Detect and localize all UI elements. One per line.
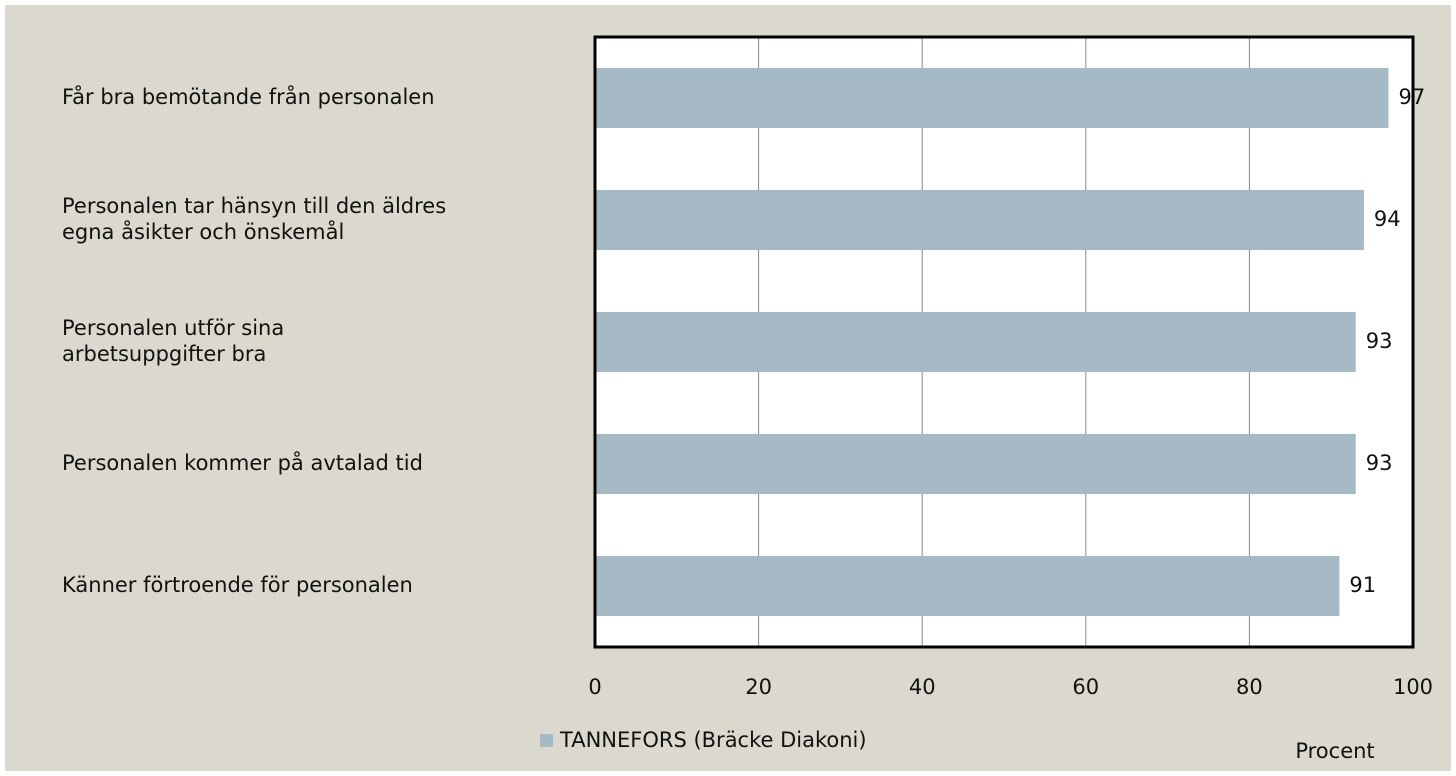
y-tick-label: Får bra bemötande från personalen xyxy=(62,84,435,109)
label-line: Personalen kommer på avtalad tid xyxy=(62,450,423,475)
label-line: Får bra bemötande från personalen xyxy=(62,84,435,109)
label-line: Personalen utför sina xyxy=(62,316,284,340)
bar xyxy=(595,68,1389,128)
x-tick-label: 60 xyxy=(1072,675,1099,699)
x-axis-label: Procent xyxy=(1295,739,1374,763)
legend-label: TANNEFORS (Bräcke Diakoni) xyxy=(559,728,867,752)
x-tick-label: 20 xyxy=(745,675,772,699)
bar xyxy=(595,556,1340,616)
data-label: 91 xyxy=(1349,573,1376,597)
bar xyxy=(595,312,1356,372)
x-tick-label: 80 xyxy=(1236,675,1263,699)
label-line: Känner förtroende för personalen xyxy=(62,573,413,597)
bar xyxy=(595,190,1364,250)
plot-border xyxy=(593,35,1415,649)
bar xyxy=(595,434,1356,494)
x-tick-label: 0 xyxy=(588,675,601,699)
label-line: arbetsuppgifter bra xyxy=(62,342,266,366)
legend-swatch xyxy=(540,734,553,747)
y-tick-label: Känner förtroende för personalen xyxy=(62,573,413,597)
label-line: egna åsikter och önskemål xyxy=(62,219,344,244)
x-tick-label: 40 xyxy=(909,675,936,699)
data-label: 93 xyxy=(1366,451,1393,475)
data-label: 93 xyxy=(1366,329,1393,353)
x-tick-label: 100 xyxy=(1393,675,1433,699)
label-line: Personalen tar hänsyn till den äldres xyxy=(62,194,446,218)
y-tick-label: Personalen utför sina arbetsuppgifter bra xyxy=(62,316,284,366)
y-tick-label: Personalen kommer på avtalad tid xyxy=(62,450,423,475)
y-tick-label: Personalen tar hänsyn till den äldres egn… xyxy=(62,194,446,244)
data-label: 94 xyxy=(1374,207,1401,231)
